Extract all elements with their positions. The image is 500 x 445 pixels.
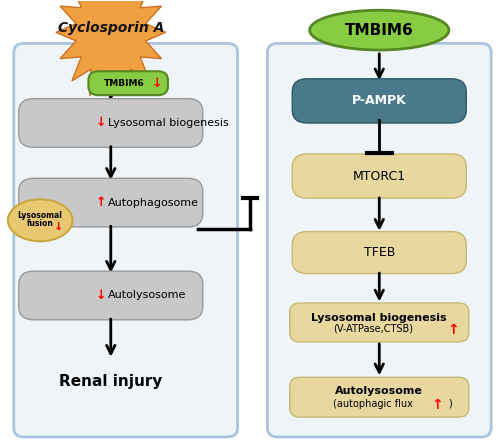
Text: Autolysosome: Autolysosome [336, 386, 423, 396]
Text: ↑: ↑ [447, 323, 458, 336]
Text: fusion: fusion [26, 219, 54, 228]
FancyBboxPatch shape [290, 377, 469, 417]
Text: Lysosomal: Lysosomal [18, 211, 62, 220]
Polygon shape [56, 0, 166, 101]
Text: ↓: ↓ [96, 117, 106, 129]
Ellipse shape [310, 10, 449, 50]
Text: P-AMPK: P-AMPK [352, 94, 406, 107]
Text: MTORC1: MTORC1 [352, 170, 406, 182]
Text: TFEB: TFEB [364, 246, 395, 259]
FancyBboxPatch shape [292, 231, 467, 274]
Text: (autophagic flux: (autophagic flux [334, 399, 413, 409]
Text: Autophagosome: Autophagosome [108, 198, 200, 208]
FancyBboxPatch shape [268, 44, 491, 437]
Text: ↓: ↓ [152, 77, 162, 90]
Text: Lysosomal biogenesis: Lysosomal biogenesis [312, 312, 447, 323]
FancyBboxPatch shape [292, 154, 467, 198]
Text: TMBIM6: TMBIM6 [104, 79, 144, 88]
Text: Renal injury: Renal injury [59, 374, 162, 389]
FancyBboxPatch shape [292, 79, 467, 123]
Text: ↓: ↓ [96, 289, 106, 302]
FancyBboxPatch shape [88, 71, 168, 95]
Text: ↓: ↓ [54, 222, 64, 232]
Text: Cyclosporin A: Cyclosporin A [58, 21, 164, 35]
Text: ): ) [448, 399, 452, 409]
Text: ↑: ↑ [96, 196, 106, 209]
Text: (V-ATPase,CTSB): (V-ATPase,CTSB) [334, 324, 413, 334]
Text: Autolysosome: Autolysosome [108, 291, 186, 300]
FancyBboxPatch shape [290, 303, 469, 342]
FancyBboxPatch shape [19, 271, 203, 320]
Text: TMBIM6: TMBIM6 [345, 23, 414, 38]
FancyBboxPatch shape [19, 99, 203, 147]
FancyBboxPatch shape [14, 44, 237, 437]
Text: ↑: ↑ [431, 398, 443, 412]
Ellipse shape [8, 199, 72, 241]
FancyBboxPatch shape [19, 178, 203, 227]
Text: Lysosomal biogenesis: Lysosomal biogenesis [108, 118, 229, 128]
